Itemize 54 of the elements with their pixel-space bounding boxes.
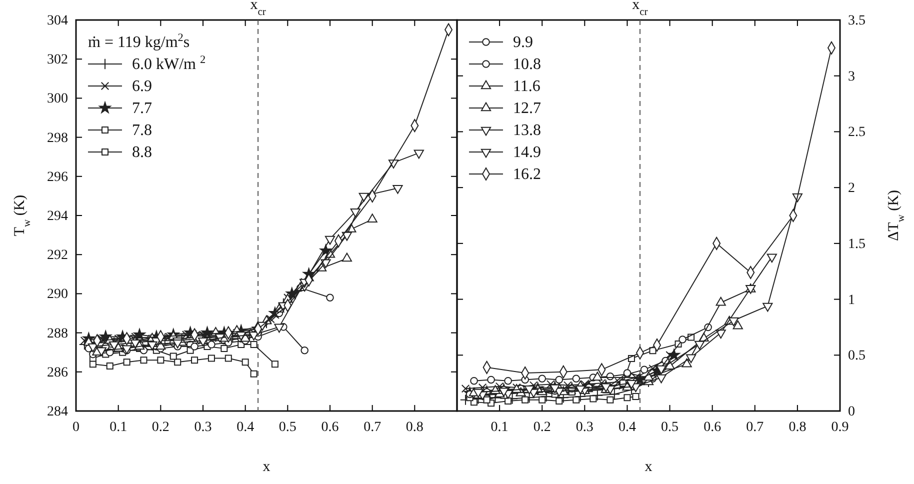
x-tick-label: 0.9 xyxy=(831,420,849,435)
y2-tick-label: 1.5 xyxy=(848,236,866,252)
legend-label: 16.2 xyxy=(513,166,541,183)
legend-label: 9.9 xyxy=(513,34,533,51)
x-tick-label: 0.5 xyxy=(661,420,679,435)
y-tick-label: 284 xyxy=(47,404,68,420)
y2-tick-label: 3.5 xyxy=(848,13,866,28)
y-tick-label: 290 xyxy=(47,287,68,302)
x-tick-label: 0.5 xyxy=(278,420,296,435)
y-tick-label: 304 xyxy=(47,13,68,28)
y-tick-label: 302 xyxy=(47,52,68,68)
x-tick-label: 0.1 xyxy=(110,420,128,435)
y2-tick-label: 2.5 xyxy=(848,125,866,140)
x-tick-label: 0 xyxy=(72,420,80,435)
x-tick-label: 0.3 xyxy=(194,420,212,435)
y2-tick-label: 0.5 xyxy=(848,348,866,364)
legend-label: 6.9 xyxy=(132,78,152,95)
legend-label: 14.9 xyxy=(513,144,541,161)
y-tick-label: 300 xyxy=(47,92,68,107)
legend-label: 7.7 xyxy=(132,100,152,117)
x-tick-label: 0.4 xyxy=(236,420,254,435)
x-tick-label: 0.7 xyxy=(746,420,764,435)
legend-label: 11.6 xyxy=(513,78,540,95)
x-tick-label: 0.6 xyxy=(704,420,722,435)
legend-label: 10.8 xyxy=(513,56,541,73)
y2-tick-label: 3 xyxy=(848,69,855,84)
y-tick-label: 294 xyxy=(47,208,68,224)
y-tick-label: 292 xyxy=(47,248,68,264)
y-tick-label: 298 xyxy=(47,130,68,146)
x-axis-title: x xyxy=(262,459,271,475)
ref-line-label: x$_{cr}$ xyxy=(250,0,266,18)
y2-tick-label: 0 xyxy=(848,404,855,420)
x-tick-label: 0.6 xyxy=(321,420,339,435)
legend-label: 8.8 xyxy=(132,144,152,161)
x-tick-label: 0.8 xyxy=(788,420,806,435)
x-tick-label: 0.2 xyxy=(152,420,170,435)
y2-tick-label: 1 xyxy=(848,292,855,308)
y-tick-label: 286 xyxy=(47,365,68,380)
y2-tick-label: 2 xyxy=(848,181,855,196)
x-tick-label: 0.2 xyxy=(533,420,551,435)
x-tick-label: 0.3 xyxy=(576,420,594,435)
ref-line-label: x$_{cr}$ xyxy=(632,0,648,18)
legend-label: 6.0 kW/m $^{2}$ xyxy=(132,54,206,73)
legend-label: 13.8 xyxy=(513,122,541,139)
x-tick-label: 0.7 xyxy=(364,420,382,435)
legend-label: 7.8 xyxy=(132,122,152,139)
legend-title: ṁ = 119 kg/m$^{2}$s xyxy=(88,32,190,51)
x-tick-label: 0.4 xyxy=(618,420,636,435)
legend-label: 12.7 xyxy=(513,100,541,117)
x-tick-label: 0.1 xyxy=(490,420,508,435)
x-axis-title: x xyxy=(644,459,653,475)
y-tick-label: 288 xyxy=(47,326,68,342)
y-tick-label: 296 xyxy=(47,170,68,185)
x-tick-label: 0.8 xyxy=(406,420,424,435)
